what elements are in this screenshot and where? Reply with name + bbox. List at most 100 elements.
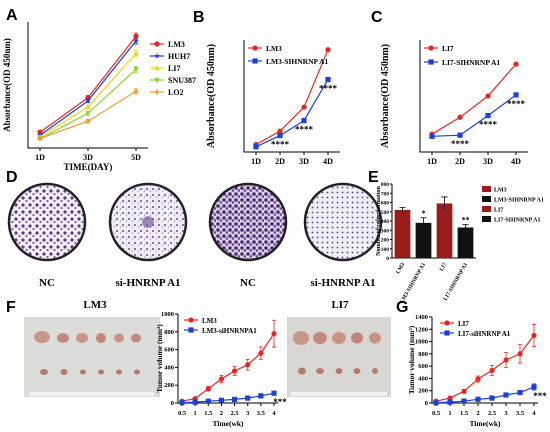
y-axis-label: Absorbance(OD 450nm) [380,44,391,148]
y-tick-label: 0 [171,400,174,407]
data-point [531,332,537,339]
x-tick-label: 1.5 [204,410,213,417]
legend-label: LM3-SIHNRNP A1 [266,57,329,66]
data-point [457,114,463,120]
data-point [192,399,198,405]
y-tick-label: 400 [164,364,174,371]
legend-label: LM3 [494,188,507,194]
legend-marker [188,317,194,323]
x-tick-label: 1 [448,410,451,417]
legend-marker [444,330,450,336]
x-tick-label: 3D [83,153,93,162]
x-tick-label: 3.5 [257,410,266,417]
significance-mark: **** [319,84,338,94]
axis-lines [419,40,528,153]
legend-marker [154,64,160,71]
series-line [431,63,517,135]
x-tick-label: LM3 [395,262,406,275]
x-tick-label: 0.5 [432,410,441,417]
legend-marker [428,45,434,51]
y-tick-label: 700 [381,191,390,197]
x-tick-label: 4D [511,157,521,166]
data-point [85,97,91,104]
data-point [133,37,139,44]
data-point [231,368,238,374]
panel-label-f: F [6,299,16,316]
x-tick-label: 2D [275,157,285,166]
data-point [277,132,283,139]
bar [394,209,411,258]
series-line [39,35,137,133]
data-point [85,103,91,110]
y-tick-label: 400 [381,219,390,225]
x-tick-label: 2.5 [488,410,497,417]
legend-marker [252,58,258,64]
legend-label: LI7 [168,64,180,73]
data-point [133,88,139,94]
significance-mark: ** [462,216,470,225]
y-tick-label: 600 [381,201,390,207]
legend-label: LM3 [266,44,282,53]
title-li7: LI7 [331,299,349,311]
legend-marker [154,77,160,84]
y-axis-label: Number of colne formation [376,185,382,255]
y-tick-label: 600 [418,363,428,370]
x-tick-label: 1D [35,153,45,162]
x-axis-label: TIME(DAY) [64,162,113,172]
data-point [253,144,259,150]
legend-label: LI7 [458,320,469,328]
series-lm3 [179,319,277,404]
well-li7-si [303,182,383,262]
data-point [461,388,467,394]
chart-f: 0.5 1 1.5 2 2.5 3 3.5 4 0 200 400 600 800 1000 Tumor v… [155,311,287,428]
legend-marker [154,52,160,59]
significance-mark: * [422,209,426,218]
x-tick-label: 3 [504,410,508,417]
well-lm3-nc [7,182,87,262]
y-tick-label: 1200 [415,326,428,333]
x-tick-label: 2 [220,410,223,417]
data-point [277,128,283,134]
data-point [205,386,211,392]
significance-mark: *** [273,397,287,407]
data-point [489,395,495,401]
y-tick-label: 600 [164,347,174,354]
data-point [457,132,463,138]
panel-label-c: C [371,9,383,26]
series-line [431,94,517,137]
data-point [531,384,537,390]
data-point [133,50,139,56]
y-tick-label: 800 [418,351,428,358]
legend-swatch [482,196,491,202]
y-tick-label: 1000 [161,311,174,318]
legend-marker [188,327,194,333]
axis-lines [27,22,148,149]
x-tick-label: 4 [272,410,276,417]
legend-label: LI7-SIHNRNP A1 [442,58,500,67]
x-tick-label: 2D [455,157,465,166]
legend-label: LM3 [202,317,217,325]
y-tick-label: 1000 [415,339,428,346]
data-point [433,400,439,406]
chart-b: 1D 2D 3D 4D Absorbance(OD 450nm) LM3 LM3-SIHNR… [206,40,340,166]
data-point [258,350,264,356]
data-point [475,376,481,382]
panel-label-e: E [368,169,379,186]
series-li7-sihnrnp a1 [433,383,537,406]
significance-mark: **** [451,139,470,149]
legend-marker [154,41,160,47]
x-tick-label: LI7 [439,262,449,273]
legend-label: LM3 [168,40,185,49]
caption-si-1: si-HNRNP A1 [115,277,180,289]
data-point [231,396,238,403]
chart-e: 0 100 200 300 400 500 600 700 800 LM3 LM3-SIHNRNP … [376,182,544,305]
error-bar [399,207,406,213]
y-axis-label: Absorbance(OD 450nm) [206,44,217,148]
significance-mark: **** [507,99,526,109]
panel-label-g: G [396,299,408,316]
x-tick-label: 4 [532,410,536,417]
bar [436,203,453,258]
legend-marker [428,59,434,65]
data-point [513,61,519,67]
